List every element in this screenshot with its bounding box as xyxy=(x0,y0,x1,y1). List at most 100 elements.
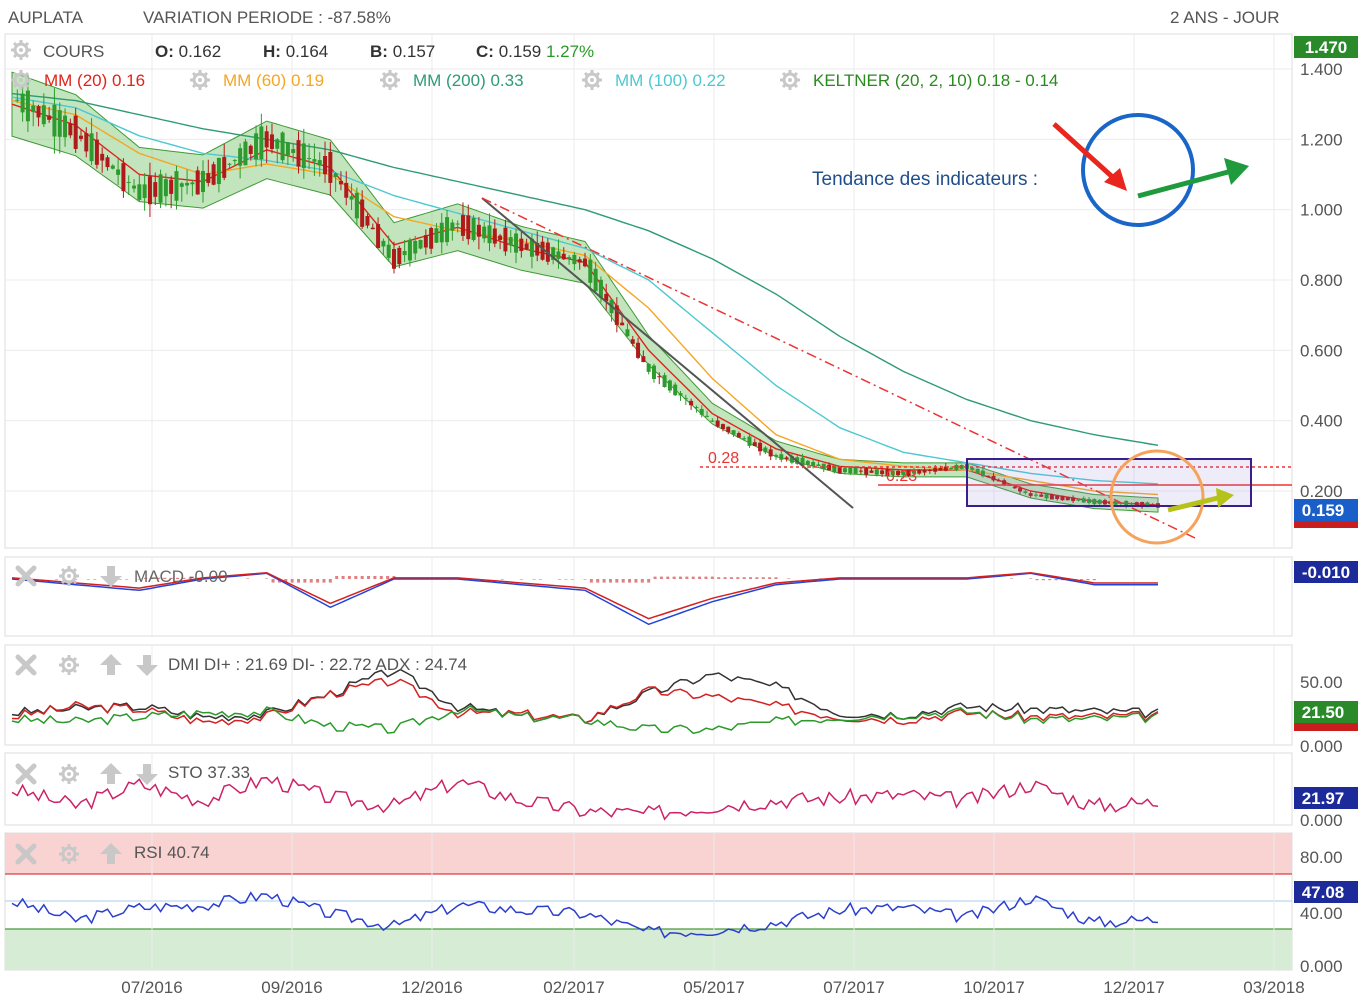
price-panel xyxy=(4,33,1293,549)
candle-body xyxy=(938,467,943,471)
cours-label: COURS xyxy=(43,42,104,61)
candle-body xyxy=(657,376,662,378)
candle-body xyxy=(100,153,105,161)
macd-histogram-bar xyxy=(169,577,173,579)
candle-body xyxy=(254,133,259,160)
svg-text:21.97: 21.97 xyxy=(1302,789,1345,808)
macd-histogram-bar xyxy=(182,577,186,579)
candle-body xyxy=(842,468,847,473)
candle-body xyxy=(715,420,720,427)
candle-body xyxy=(328,152,333,183)
macd-histogram-bar xyxy=(379,576,383,579)
indicator-gear-icon[interactable] xyxy=(188,68,212,92)
x-tick-label: 09/2016 xyxy=(261,978,322,997)
candle-body xyxy=(614,305,619,325)
trend-down-arrow xyxy=(1052,122,1120,184)
macd-histogram-bar xyxy=(118,579,122,580)
candle-body xyxy=(604,293,609,302)
candle-body xyxy=(896,471,901,476)
candle-body xyxy=(1071,497,1076,502)
candle-body xyxy=(317,160,322,166)
candle-body xyxy=(535,242,540,256)
candle-body xyxy=(333,173,338,177)
candle-body xyxy=(731,430,736,435)
candle-body xyxy=(52,104,57,137)
candle-body xyxy=(551,247,556,260)
candle-body xyxy=(153,182,158,197)
dmi-panel xyxy=(4,644,1293,746)
macd-histogram-bar xyxy=(309,579,313,583)
macd-histogram-bar xyxy=(360,576,364,579)
grid xyxy=(5,34,1292,970)
candle-body xyxy=(248,145,253,154)
candle-body xyxy=(949,467,954,469)
y-tick-label: 0.200 xyxy=(1300,482,1343,501)
candle-body xyxy=(360,199,365,227)
candle-body xyxy=(68,123,73,136)
candle-body xyxy=(36,106,41,118)
candle-body xyxy=(858,470,863,472)
rsi-label: RSI 40.74 xyxy=(134,843,210,862)
y-tick-label: 40.00 xyxy=(1300,904,1343,923)
macd-histogram-bar xyxy=(373,576,377,579)
macd-histogram-bar xyxy=(685,576,689,579)
candle-body xyxy=(312,159,317,162)
macd-histogram-bar xyxy=(596,579,600,583)
candle-body xyxy=(206,173,211,183)
macd-histogram-bar xyxy=(284,579,288,583)
highlight-circle xyxy=(1109,449,1205,545)
candle-body xyxy=(285,142,290,156)
candle-body xyxy=(864,468,869,475)
candle-body xyxy=(1140,501,1145,507)
candle-body xyxy=(439,222,444,243)
macd-histogram-bar xyxy=(297,579,300,583)
x-tick-label: 05/2017 xyxy=(683,978,744,997)
candle-body xyxy=(620,322,625,326)
candle-body xyxy=(758,442,763,452)
macd-histogram-bar xyxy=(347,576,351,579)
candle-body xyxy=(853,467,858,474)
candle-body xyxy=(476,224,481,237)
candle-body xyxy=(381,240,386,247)
macd-histogram-bar xyxy=(1080,579,1084,581)
macd-histogram-bar xyxy=(1010,578,1014,579)
candle-body xyxy=(827,464,832,471)
candle-body xyxy=(583,258,587,267)
indicator-gear-icon[interactable] xyxy=(9,68,33,92)
candle-body xyxy=(572,254,577,265)
x-tick-label: 07/2016 xyxy=(121,978,182,997)
y-tick-label: 50.00 xyxy=(1300,673,1343,692)
macd-histogram-bar xyxy=(341,576,345,579)
indicator-label: KELTNER (20, 2, 10) 0.18 - 0.14 xyxy=(813,71,1058,90)
breakout-arrow-head xyxy=(1216,488,1234,508)
macd-histogram-bar xyxy=(704,576,708,579)
badge-dmi xyxy=(1294,701,1358,723)
candle-body xyxy=(132,185,137,189)
macd-histogram-bar xyxy=(1035,579,1039,581)
trend-circle xyxy=(1081,113,1195,227)
candle-body xyxy=(370,227,375,230)
period-label[interactable]: 2 ANS - JOUR xyxy=(1170,8,1280,27)
candle-body xyxy=(291,149,296,154)
candle-body xyxy=(726,426,731,433)
macd-histogram-bar xyxy=(640,579,644,583)
x-tick-label: 12/2017 xyxy=(1103,978,1164,997)
candle-body xyxy=(540,241,545,260)
open-value: O: 0.162 xyxy=(155,42,221,61)
candle-body xyxy=(116,169,121,175)
indicator-gear-icon[interactable] xyxy=(580,68,604,92)
candle-body xyxy=(694,407,699,409)
candle-body xyxy=(179,183,184,187)
candle-body xyxy=(911,470,916,474)
level-023-label: 0.23 xyxy=(886,468,917,485)
candle-body xyxy=(593,268,598,292)
indicator-gear-icon[interactable] xyxy=(378,68,402,92)
candle-body xyxy=(922,469,927,473)
indicator-label: MM (20) 0.16 xyxy=(44,71,145,90)
candle-body xyxy=(980,470,985,477)
macd-histogram-bar xyxy=(761,577,765,579)
macd-histogram-bar xyxy=(621,579,625,583)
candle-body xyxy=(201,171,205,193)
indicator-gear-icon[interactable] xyxy=(778,68,802,92)
candle-body xyxy=(747,436,752,446)
